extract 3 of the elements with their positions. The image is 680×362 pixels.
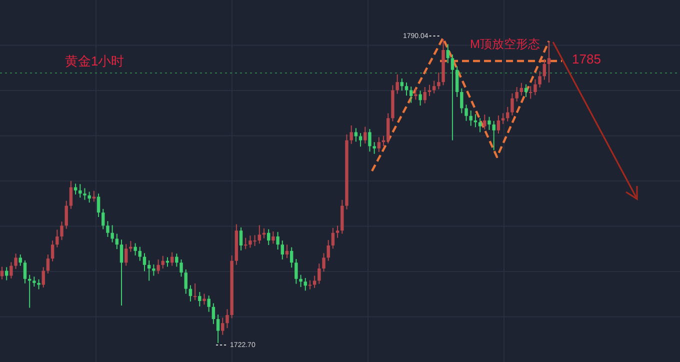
text: 黄金1小时 [65, 53, 124, 68]
annotation: M顶放空形态 [470, 37, 540, 52]
text: 1785 [572, 51, 601, 66]
